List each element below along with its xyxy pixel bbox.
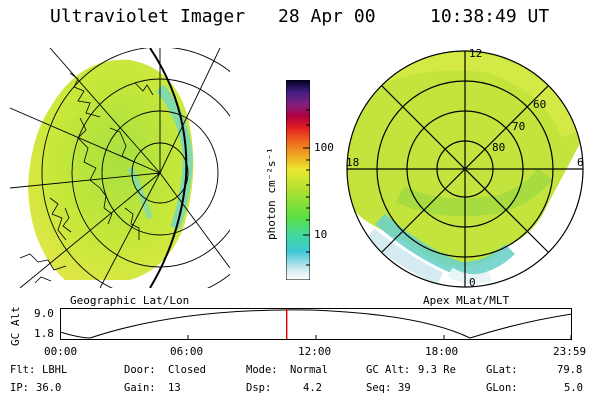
glat-value: 79.8: [557, 364, 583, 376]
door-value: Closed: [168, 364, 206, 376]
ip-value: 36.0: [36, 382, 62, 394]
geographic-panel-label: Geographic Lat/Lon: [70, 294, 190, 307]
mlt-label-0: 0: [469, 276, 476, 289]
glon-value: 5.0: [564, 382, 583, 394]
mlt-label-12: 12: [469, 47, 483, 60]
glon-label: GLon:: [486, 382, 518, 394]
mlat-label-60: 60: [533, 98, 547, 111]
door-label: Door:: [124, 364, 156, 376]
dsp-value: 4.2: [303, 382, 322, 394]
mlat-label-80: 80: [492, 141, 506, 154]
time-tick-0600: 06:00: [170, 345, 204, 358]
ip-label: IP:: [10, 382, 29, 394]
time-label: 10:38:49 UT: [430, 6, 550, 27]
mode-label: Mode:: [246, 364, 278, 376]
date-label: 28 Apr 00: [278, 6, 376, 27]
mode-value: Normal: [290, 364, 328, 376]
filter-value: LBHL: [42, 364, 68, 376]
time-tick-1200: 12:00: [298, 345, 332, 358]
instrument-title: Ultraviolet Imager: [50, 6, 246, 27]
gc-alt-value: 9.3 Re: [418, 364, 456, 376]
colorbar-tick-100: 100: [314, 141, 334, 154]
mlt-label-6: 6: [577, 156, 584, 169]
dsp-label: Dsp:: [246, 382, 272, 394]
seq-value: 39: [398, 382, 411, 394]
geo-grid: [10, 48, 230, 288]
geographic-map-panel: [10, 48, 230, 288]
altitude-plot: [60, 308, 572, 340]
polar-mlt-panel: [346, 50, 584, 288]
gc-alt-label: GC Alt:: [366, 364, 411, 376]
colorbar-tick-10: 10: [314, 228, 328, 241]
gain-label: Gain:: [124, 382, 156, 394]
mlat-label-70: 70: [512, 120, 526, 133]
altitude-curve: [60, 309, 572, 339]
time-tick-2359: 23:59: [553, 345, 587, 358]
altitude-axis-label: GC Alt: [9, 306, 22, 346]
altitude-tick-9: 9.0: [34, 307, 54, 320]
gain-value: 13: [168, 382, 181, 394]
auroral-image-geo: [28, 59, 194, 280]
time-tick-0000: 00:00: [44, 345, 78, 358]
filter-label: Flt:: [10, 364, 36, 376]
mlt-label-18: 18: [346, 156, 360, 169]
colorbar: [286, 80, 310, 280]
seq-label: Seq:: [366, 382, 392, 394]
glat-label: GLat:: [486, 364, 518, 376]
apex-panel-label: Apex MLat/MLT: [423, 294, 510, 307]
altitude-tick-1-8: 1.8: [34, 327, 54, 340]
colorbar-unit-label: photon cm⁻²s⁻¹: [265, 147, 278, 240]
polar-grid: [346, 50, 584, 288]
time-tick-1800: 18:00: [425, 345, 459, 358]
